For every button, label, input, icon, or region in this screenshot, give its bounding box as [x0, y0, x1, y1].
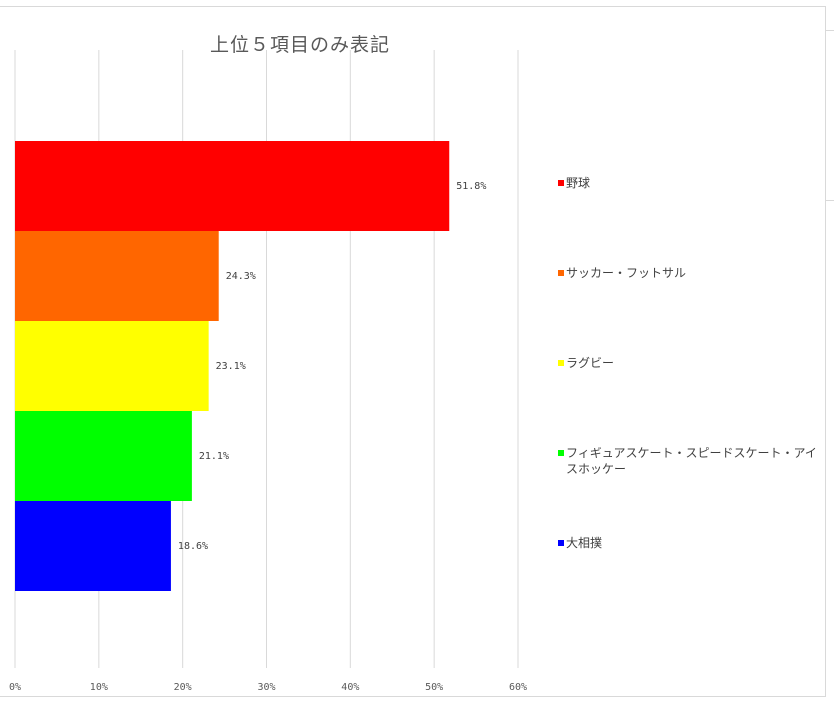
frame-handle-middle	[826, 200, 834, 201]
data-label: 21.1%	[199, 451, 229, 462]
x-tick-label: 40%	[341, 682, 359, 693]
x-tick-label: 10%	[90, 682, 108, 693]
legend-item: サッカー・フットサル	[558, 265, 818, 281]
bar	[15, 411, 192, 501]
legend-swatch	[558, 450, 564, 456]
data-label: 18.6%	[178, 541, 208, 552]
legend-label: ラグビー	[566, 356, 615, 370]
legend-swatch	[558, 360, 564, 366]
data-label: 23.1%	[216, 361, 246, 372]
x-tick-label: 50%	[425, 682, 443, 693]
bar	[15, 141, 450, 231]
data-label: 24.3%	[226, 271, 256, 282]
data-label: 51.8%	[456, 181, 486, 192]
legend-item: ラグビー	[558, 355, 818, 371]
legend-label: 野球	[566, 176, 591, 190]
chart-title: 上位５項目のみ表記	[209, 34, 390, 56]
x-tick-label: 60%	[509, 682, 527, 693]
frame-handle-top	[826, 30, 834, 31]
legend-swatch	[558, 540, 564, 546]
chart-frame	[0, 6, 826, 697]
legend-label: サッカー・フットサル	[566, 266, 687, 280]
bar	[15, 321, 209, 411]
legend-swatch	[558, 180, 564, 186]
legend-item: 大相撲	[558, 535, 818, 551]
x-tick-label: 20%	[174, 682, 192, 693]
legend-label: フィギュアスケート・スピードスケート・アイスホッケー	[566, 446, 817, 476]
bar	[15, 501, 171, 591]
legend-item: フィギュアスケート・スピードスケート・アイスホッケー	[558, 445, 818, 477]
legend-swatch	[558, 270, 564, 276]
legend-item: 野球	[558, 175, 818, 191]
x-tick-label: 0%	[9, 682, 21, 693]
legend-label: 大相撲	[566, 536, 603, 550]
bar	[15, 231, 219, 321]
x-tick-label: 30%	[257, 682, 275, 693]
